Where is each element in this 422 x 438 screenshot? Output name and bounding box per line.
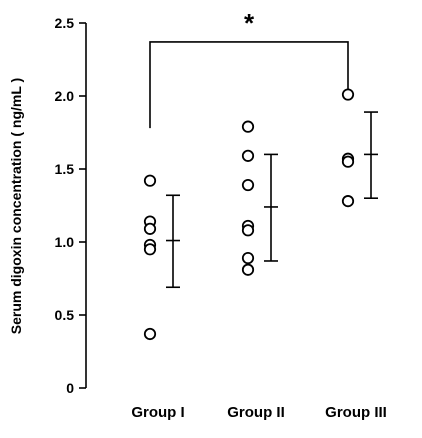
- y-tick-label: 0: [66, 380, 74, 396]
- group-1: [143, 174, 180, 341]
- significance-bracket: *: [149, 8, 349, 129]
- y-tick-label: 2.0: [55, 88, 75, 104]
- group-2: [241, 120, 278, 276]
- data-point: [341, 195, 355, 208]
- y-tick-label: 2.5: [55, 15, 75, 31]
- y-tick-label: 0.5: [55, 307, 75, 323]
- category-label: Group I: [131, 404, 184, 421]
- data-point: [143, 243, 157, 256]
- data-point: [341, 155, 355, 168]
- category-label: Group III: [325, 404, 387, 421]
- category-labels: Group I Group II Group III: [131, 404, 387, 421]
- data-point: [241, 263, 255, 276]
- data-point: [241, 120, 255, 133]
- y-ticks: 0 0.5 1.0 1.5 2.0 2.5: [55, 15, 86, 396]
- data-point: [341, 88, 355, 101]
- category-label: Group II: [227, 404, 285, 421]
- groups: [143, 88, 378, 341]
- group-3: [341, 88, 378, 208]
- significance-line: [149, 41, 349, 129]
- y-tick-label: 1.5: [55, 161, 75, 177]
- data-point: [241, 149, 255, 162]
- y-axis-label: Serum digoxin concentration ( ng/mL ): [8, 78, 24, 334]
- data-point: [241, 178, 255, 192]
- data-point: [241, 251, 255, 265]
- data-point: [143, 174, 157, 187]
- y-tick-label: 1.0: [55, 234, 75, 250]
- significance-star: *: [244, 8, 255, 38]
- data-point: [143, 327, 157, 341]
- data-point: [241, 224, 255, 237]
- data-point: [143, 222, 157, 235]
